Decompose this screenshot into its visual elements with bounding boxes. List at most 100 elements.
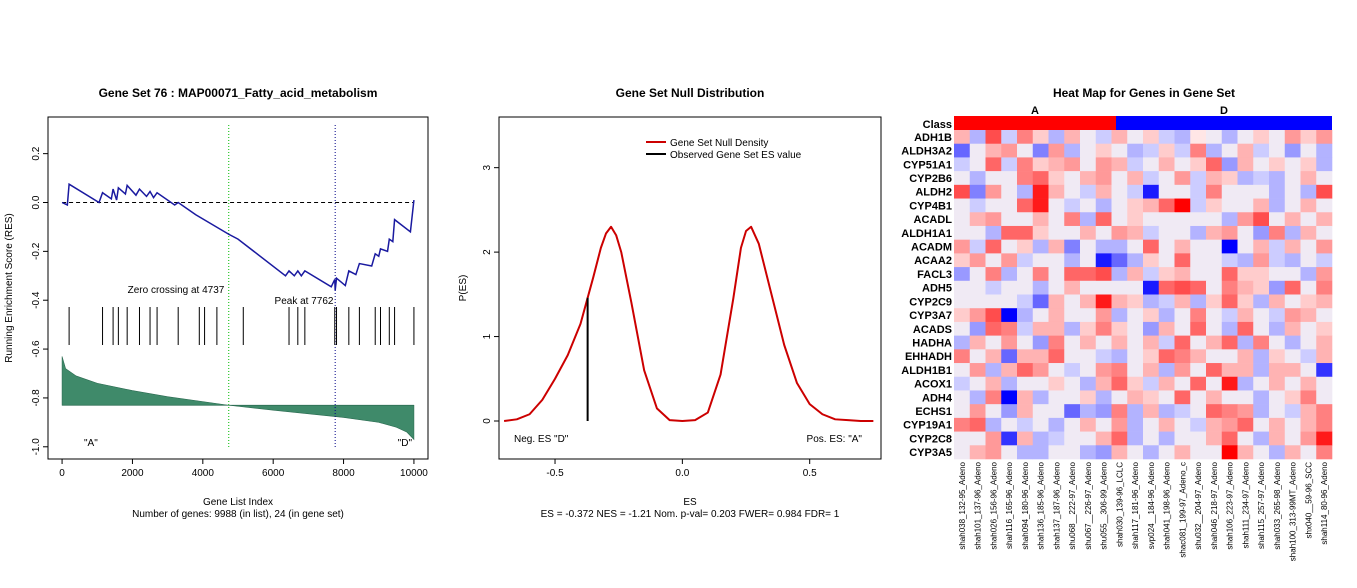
heatmap-cell — [1095, 239, 1112, 254]
heatmap-cell — [1001, 376, 1018, 391]
heatmap-cell — [985, 225, 1002, 240]
null-distribution-plot: Gene Set Null Distribution -0.5 0.0 0.5 0 1 2… — [458, 86, 882, 520]
null-plot-subtitle: ES = -0.372 NES = -1.21 Nom. p-val= 0.20… — [541, 509, 840, 520]
heatmap-cell — [1206, 280, 1223, 295]
heatmap-cell — [954, 376, 971, 391]
heatmap-cell — [1064, 321, 1081, 336]
heatmap-cell — [1017, 294, 1034, 309]
heatmap-cell — [1127, 280, 1144, 295]
heatmap-cell — [1111, 376, 1128, 391]
heatmap-cell — [1158, 267, 1175, 282]
heatmap-cell — [1032, 239, 1049, 254]
heatmap-cell — [1017, 390, 1034, 405]
heatmap-cell — [1253, 225, 1270, 240]
heatmap-cell — [1143, 212, 1160, 227]
heatmap-cell — [954, 431, 971, 446]
heatmap-cell — [1048, 417, 1065, 432]
heatmap-cell — [1158, 253, 1175, 268]
heatmap-cell — [1300, 239, 1317, 254]
heatmap-cell — [1032, 390, 1049, 405]
heatmap-cell — [1174, 184, 1191, 199]
heatmap-cell — [1284, 335, 1301, 350]
heatmap-cell — [1064, 171, 1081, 186]
heatmap-cell — [1143, 184, 1160, 199]
heatmap-cell — [1048, 376, 1065, 391]
gene-row-label: CYP3A5 — [909, 447, 952, 459]
heatmap-cell — [1143, 280, 1160, 295]
sample-column-label: shu032__204-97_Adeno — [1194, 461, 1203, 549]
heatmap-cell — [954, 198, 971, 213]
heatmap-cell — [985, 143, 1002, 158]
heatmap-cell — [1206, 130, 1223, 145]
heatmap-cell — [969, 171, 986, 186]
heatmap-cell — [969, 321, 986, 336]
enrichment-x-axis-label: Gene List Index — [203, 497, 273, 508]
heatmap-cell — [1064, 417, 1081, 432]
heatmap-cell — [1284, 184, 1301, 199]
heatmap-cell — [1269, 321, 1286, 336]
x-tick-label: 2000 — [121, 468, 144, 479]
heatmap-cell — [1316, 294, 1333, 309]
heatmap-cell — [1095, 253, 1112, 268]
heatmap-cell — [1048, 404, 1065, 419]
heatmap-cell — [1300, 404, 1317, 419]
heatmap-cell — [1284, 417, 1301, 432]
heatmap-cell — [985, 404, 1002, 419]
legend-label-null-density: Gene Set Null Density — [670, 138, 768, 149]
heatmap-cell — [1111, 171, 1128, 186]
gene-row-label: ACADM — [911, 242, 952, 254]
heatmap-cell — [954, 130, 971, 145]
heatmap-cell — [1253, 335, 1270, 350]
heatmap-cell — [1253, 349, 1270, 364]
zero-crossing-annotation: Zero crossing at 4737 — [128, 285, 225, 296]
heatmap-cell — [1111, 335, 1128, 350]
heatmap-cell — [1316, 239, 1333, 254]
heatmap-cell — [1284, 363, 1301, 378]
heatmap-cell — [985, 130, 1002, 145]
heatmap-cell — [1174, 171, 1191, 186]
heatmap-cell — [1269, 225, 1286, 240]
heatmap-cell — [1269, 363, 1286, 378]
sample-column-label: shah026_156-96_Adeno — [989, 461, 998, 549]
heatmap-cell — [985, 239, 1002, 254]
heatmap-cell — [1080, 335, 1097, 350]
heatmap-cell — [1316, 349, 1333, 364]
heatmap-cell — [1111, 431, 1128, 446]
heatmap-cell — [1190, 445, 1207, 460]
heatmap-cell — [1048, 431, 1065, 446]
heatmap-cell — [1064, 184, 1081, 199]
heatmap-cell — [1095, 404, 1112, 419]
heatmap-cell — [1190, 349, 1207, 364]
heatmap-cell — [1300, 335, 1317, 350]
heatmap-cell — [1253, 171, 1270, 186]
heatmap-cell — [1206, 212, 1223, 227]
heatmap-cell — [954, 321, 971, 336]
heatmap-cell — [1095, 417, 1112, 432]
heatmap-cell — [1269, 184, 1286, 199]
heatmap-cell — [1190, 171, 1207, 186]
heatmap-cell — [1143, 321, 1160, 336]
heatmap-cell — [1111, 253, 1128, 268]
heatmap-cell — [1316, 171, 1333, 186]
heatmap-cell — [1080, 376, 1097, 391]
heatmap-cell — [1253, 212, 1270, 227]
heatmap-cell — [969, 253, 986, 268]
gene-row-label: ACOX1 — [914, 379, 952, 391]
heatmap-cell — [1284, 130, 1301, 145]
sample-column-label: shu068__222-97_Adeno — [1068, 461, 1077, 549]
heatmap-cell — [1080, 212, 1097, 227]
heatmap-cell — [1190, 130, 1207, 145]
heatmap-cell — [1237, 417, 1254, 432]
heatmap-cell — [1032, 363, 1049, 378]
heatmap-cell — [1300, 130, 1317, 145]
heatmap-cell — [1237, 431, 1254, 446]
sample-column-label: shah094_180-96_Adeno — [1021, 461, 1030, 549]
null-density-line — [503, 225, 874, 422]
heatmap-cell — [1048, 335, 1065, 350]
heatmap-cell — [1001, 404, 1018, 419]
heatmap-cell — [1032, 431, 1049, 446]
heatmap-cell — [1017, 157, 1034, 172]
heatmap-cell — [1095, 198, 1112, 213]
heatmap-cell — [1190, 143, 1207, 158]
heatmap-cell — [954, 294, 971, 309]
